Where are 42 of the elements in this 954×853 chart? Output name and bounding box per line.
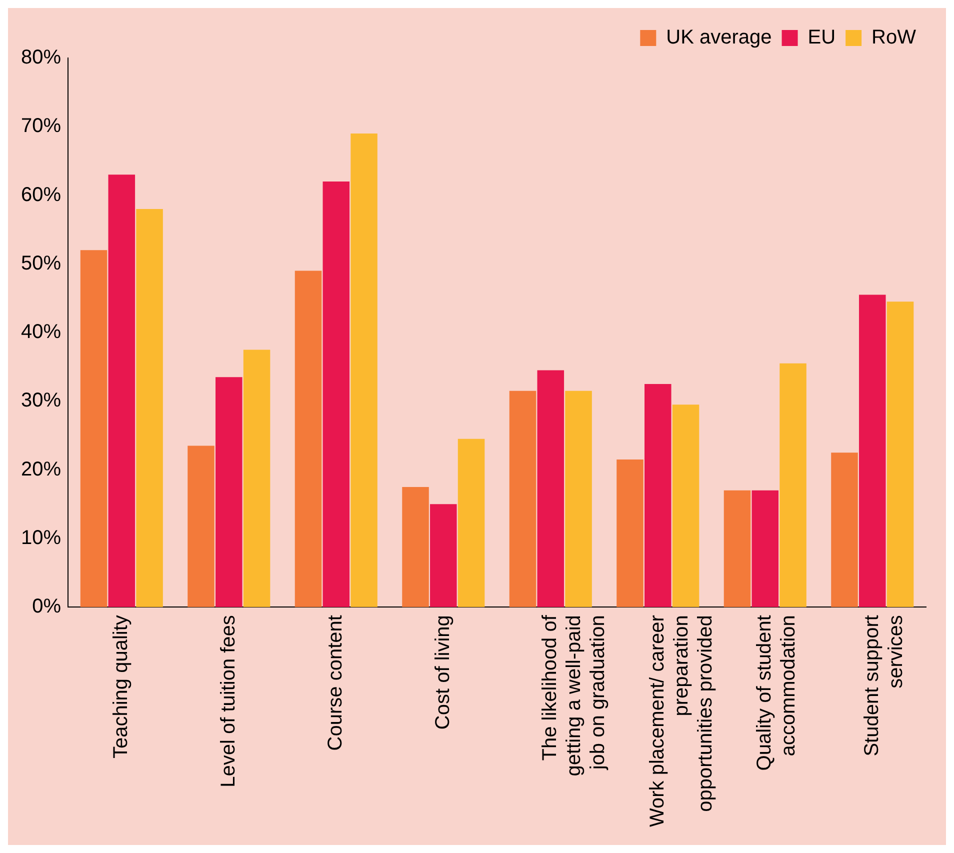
bar (780, 363, 806, 608)
bar (724, 490, 751, 608)
bar (322, 182, 350, 608)
bar (294, 270, 322, 608)
y-tick-label: 60% (21, 184, 62, 206)
bar (644, 384, 672, 608)
y-tick-label: 50% (21, 252, 62, 274)
bar (402, 486, 429, 608)
x-tick-label: Teaching quality (110, 615, 132, 759)
bar (188, 446, 214, 608)
bar (509, 390, 536, 608)
bar (430, 504, 457, 608)
y-tick-label: 0% (32, 596, 62, 618)
legend-label: EU (808, 26, 836, 49)
y-tick-label: 70% (21, 115, 62, 138)
y-tick-label: 20% (21, 458, 62, 480)
bar (886, 302, 914, 608)
bar (565, 390, 592, 608)
bar (537, 370, 564, 608)
y-tick-label: 80% (21, 46, 62, 69)
bar (216, 377, 242, 608)
bar (672, 404, 700, 608)
bar (831, 452, 858, 608)
bar (350, 133, 378, 608)
x-tick-label: Cost of living (432, 615, 454, 730)
legend-label: RoW (872, 26, 916, 49)
x-tick-label: Student support services (860, 614, 907, 756)
bar (458, 438, 485, 608)
bar (616, 460, 644, 608)
bar (136, 208, 163, 608)
y-tick-label: 40% (21, 321, 62, 344)
bar (752, 490, 779, 608)
x-tick-label: The likelihood of getting a well-paid job on graduation (539, 614, 610, 776)
y-tick-label: 10% (21, 526, 62, 549)
bar (243, 350, 270, 608)
bar (858, 294, 886, 608)
bar (80, 250, 108, 608)
x-tick-label: Course content (324, 614, 347, 751)
legend-label: UK average (666, 26, 772, 49)
y-tick-label: 30% (21, 390, 62, 412)
bar (108, 174, 136, 608)
x-tick-label: Level of tuition fees (217, 615, 240, 788)
